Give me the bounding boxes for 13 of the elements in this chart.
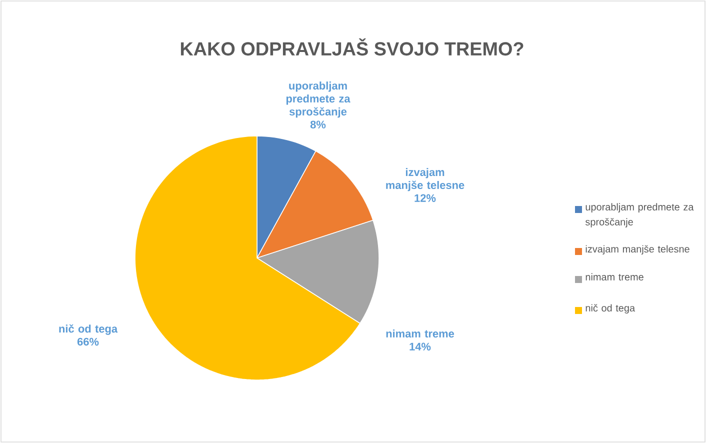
chart-title: KAKO ODPRAVLJAŠ SVOJO TREMO? [180,38,524,56]
data-label: 66% [77,338,99,346]
slice-label: nimam treme [386,330,454,338]
legend-label: uporabljam predmete za sproščanje [585,203,694,228]
legend-label: izvajam manjše telesne [586,245,690,254]
legend-label: nimam treme [586,273,644,280]
slice-label: nič od tega [59,324,118,335]
slice-label: uporabljam predmete za sproščanje [286,82,350,118]
data-label: 8% [310,120,326,128]
data-label: 12% [414,194,436,202]
slice-label: izvajam manjše telesne [386,168,464,192]
data-label: 14% [410,342,431,350]
legend-label: nič od tega [586,304,636,314]
